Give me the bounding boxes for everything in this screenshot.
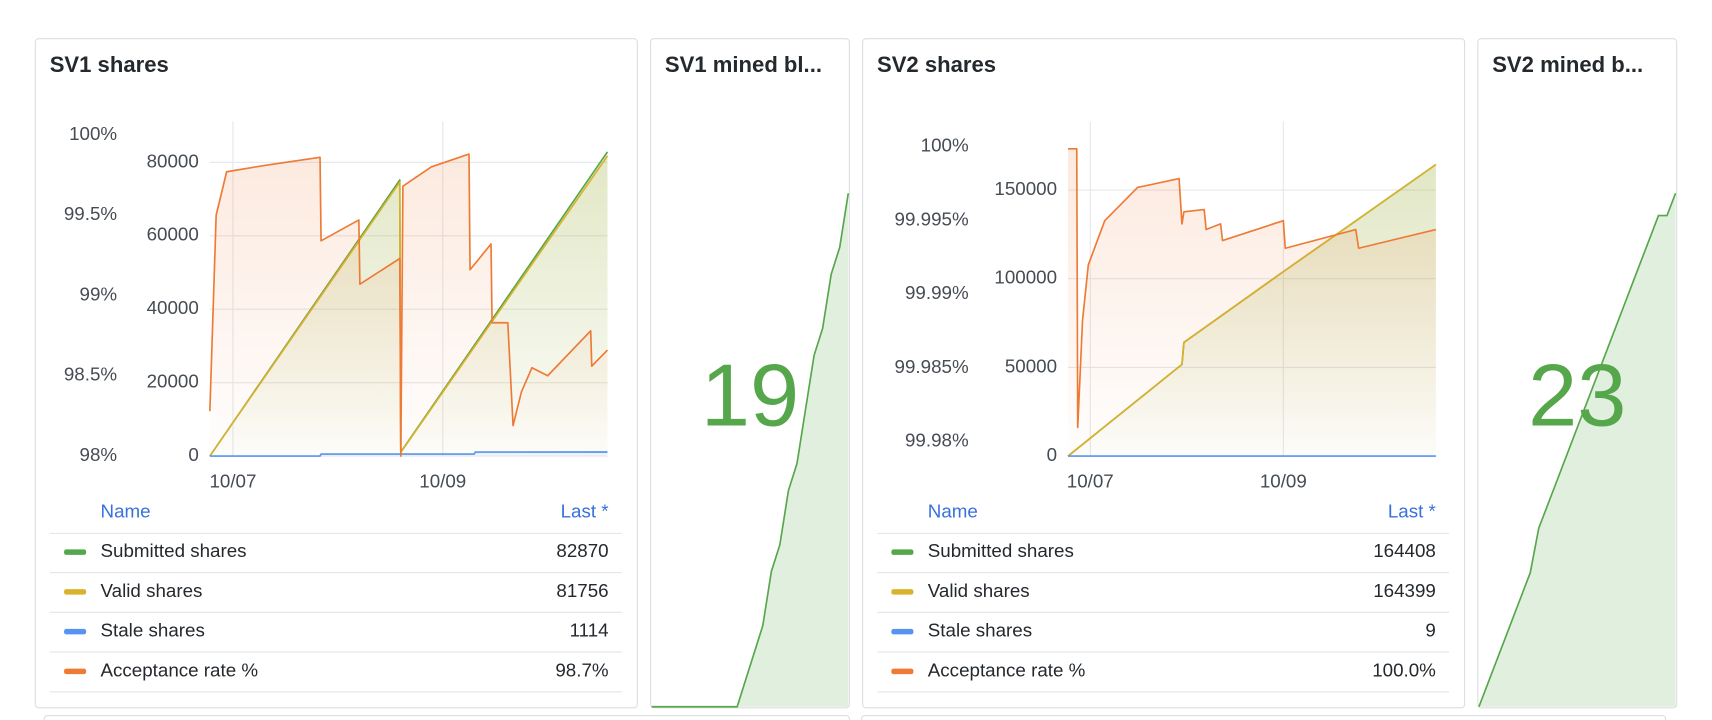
legend-last: 9 [1425, 620, 1435, 641]
legend-last: 100.0% [1372, 659, 1436, 680]
y-tick-label: 60000 [147, 224, 199, 245]
panel: 0 20000 40000 60000 80000 98% 98.5% 99% 99.5% 100… [34, 38, 638, 709]
sparkline-area [651, 193, 849, 707]
y2-tick-label: 99.985% [895, 356, 969, 377]
x-tick-label: 10/07 [209, 471, 256, 492]
y2-tick-label: 99.98% [905, 430, 969, 451]
legend-swatch[interactable] [891, 549, 914, 555]
legend-swatch[interactable] [64, 549, 87, 555]
panel-title[interactable]: SV1 shares [50, 52, 169, 77]
y-tick-label: 150000 [994, 178, 1057, 199]
legend-swatch[interactable] [64, 668, 87, 675]
y2-tick-label: 98% [80, 444, 118, 465]
legend-header[interactable]: Last * [561, 500, 610, 521]
y2-tick-label: 99.5% [64, 203, 118, 224]
panel: 23 SV2 mined b... [1477, 38, 1678, 709]
legend-swatch[interactable] [891, 628, 914, 635]
legend-header[interactable]: Last * [1388, 500, 1437, 521]
legend-last: 164399 [1373, 580, 1436, 601]
y2-tick-label: 100% [921, 135, 969, 156]
y-tick-label: 80000 [147, 150, 199, 171]
legend-header: Name [101, 500, 151, 521]
legend-swatch[interactable] [891, 668, 914, 675]
y2-tick-label: 99.99% [905, 282, 969, 303]
legend-name[interactable]: Acceptance rate % [928, 659, 1086, 680]
y-tick-label: 0 [188, 444, 198, 465]
legend-name[interactable]: Stale shares [928, 620, 1032, 641]
y-tick-label: 100000 [994, 267, 1057, 288]
legend-name[interactable]: Acceptance rate % [101, 659, 259, 680]
panel-frame [650, 38, 850, 709]
y-tick-label: 50000 [1005, 355, 1057, 376]
panel-title[interactable]: SV1 mined bl... [665, 52, 822, 77]
legend-last: 82870 [556, 540, 608, 561]
panel: 19 SV1 mined bl... [650, 38, 850, 709]
series-line [209, 153, 609, 457]
next-panel [43, 715, 850, 720]
legend-name[interactable]: Valid shares [101, 580, 203, 601]
y2-tick-label: 100% [69, 123, 117, 144]
sparkline-line [651, 193, 850, 708]
legend-last: 1114 [570, 620, 609, 641]
sparkline-line [1478, 192, 1677, 708]
legend-last: 164408 [1373, 540, 1436, 561]
legend-swatch[interactable] [891, 589, 914, 595]
panel-title[interactable]: SV2 shares [877, 52, 996, 77]
x-tick-label: 10/09 [419, 471, 466, 492]
y2-tick-label: 99% [80, 283, 118, 304]
y-tick-label: 20000 [147, 371, 199, 392]
y2-tick-label: 98.5% [64, 364, 118, 385]
legend-name[interactable]: Valid shares [928, 580, 1030, 601]
legend-last: 81756 [556, 580, 608, 601]
panel-frame [1477, 38, 1678, 709]
y-tick-label: 0 [1047, 444, 1057, 465]
series-line [1068, 147, 1437, 429]
y-tick-label: 40000 [147, 297, 199, 318]
legend-name[interactable]: Stale shares [101, 620, 205, 641]
next-panel [860, 715, 1667, 720]
legend-name[interactable]: Submitted shares [101, 540, 247, 561]
legend-header: Name [928, 500, 978, 521]
y2-tick-label: 99.995% [895, 208, 969, 229]
panel: 0 50000 100000 150000 99.98% 99.985% 99.99% 99.… [862, 38, 1466, 709]
series-area [209, 154, 608, 457]
x-tick-label: 10/09 [1260, 471, 1307, 492]
stat-value: 19 [701, 345, 799, 444]
legend-name[interactable]: Submitted shares [928, 540, 1074, 561]
series-area [1068, 148, 1436, 457]
stat-value: 23 [1528, 345, 1626, 444]
legend-swatch[interactable] [64, 628, 87, 635]
legend-swatch[interactable] [64, 589, 87, 595]
panel-title[interactable]: SV2 mined b... [1492, 52, 1643, 77]
legend-last: 98.7% [555, 659, 609, 680]
x-tick-label: 10/07 [1067, 471, 1114, 492]
